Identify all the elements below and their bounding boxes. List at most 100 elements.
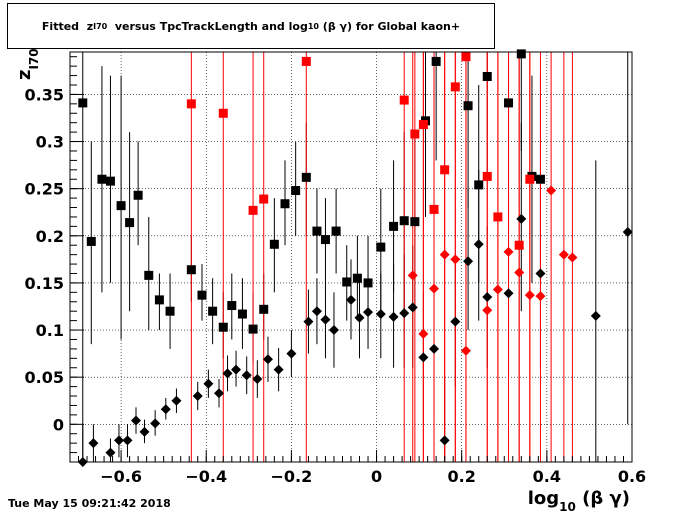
diamond-marker xyxy=(241,370,252,381)
data-markers xyxy=(77,49,633,467)
square-marker xyxy=(301,172,311,182)
diamond-marker xyxy=(492,284,503,295)
diamond-marker xyxy=(122,435,133,446)
square-marker xyxy=(116,201,126,211)
x-tick-label: −0.2 xyxy=(271,467,313,486)
square-marker xyxy=(259,304,269,314)
square-marker xyxy=(186,99,196,109)
timestamp: Tue May 15 09:21:42 2018 xyxy=(8,497,171,510)
square-marker xyxy=(376,242,386,252)
diamond-marker xyxy=(418,352,429,363)
diamond-marker xyxy=(320,314,331,325)
diamond-marker xyxy=(482,305,493,316)
square-marker xyxy=(342,277,352,287)
square-marker xyxy=(218,322,228,332)
y-tick-label: 0.15 xyxy=(25,274,64,293)
title-part: (β γ) for Global kaon+ xyxy=(318,19,461,33)
square-marker xyxy=(133,190,143,200)
square-marker xyxy=(218,108,228,118)
square-marker xyxy=(208,306,218,316)
square-marker xyxy=(97,174,107,184)
square-marker xyxy=(525,174,535,184)
diamond-marker xyxy=(558,249,569,260)
diamond-marker xyxy=(375,309,386,320)
square-marker xyxy=(165,306,175,316)
axis-ticks: −0.6 −0.4 −0.2 0 0.2 0.4 0.6 0 0.05 0.1 0.15 0.2 0.2… xyxy=(25,56,646,486)
square-marker xyxy=(410,129,420,139)
y-tick-label: 0.25 xyxy=(25,180,64,199)
diamond-marker xyxy=(514,267,525,278)
x-tick-label: −0.4 xyxy=(185,467,227,486)
x-tick-label: 0.4 xyxy=(533,467,561,486)
square-marker xyxy=(399,95,409,105)
diamond-marker xyxy=(113,435,124,446)
diamond-marker xyxy=(105,447,116,458)
diamond-marker xyxy=(252,374,263,385)
diamond-marker xyxy=(346,294,356,305)
diamond-marker xyxy=(567,252,578,263)
square-marker xyxy=(504,98,514,108)
square-marker xyxy=(352,273,362,283)
square-marker xyxy=(474,180,484,190)
square-marker xyxy=(248,205,258,215)
diamond-marker xyxy=(171,395,182,406)
diamond-marker xyxy=(150,418,161,429)
square-marker xyxy=(535,174,545,184)
square-marker xyxy=(461,52,471,62)
diamond-marker xyxy=(535,291,546,302)
square-marker xyxy=(227,301,237,311)
diamond-marker xyxy=(503,288,514,299)
square-marker xyxy=(440,165,450,175)
x-axis-label: log10 (β γ) xyxy=(528,488,630,514)
square-marker xyxy=(237,309,247,319)
diamond-marker xyxy=(482,292,493,303)
diamond-marker xyxy=(524,290,535,301)
square-marker xyxy=(269,239,279,249)
x-tick-label: −0.6 xyxy=(100,467,142,486)
diamond-marker xyxy=(328,325,339,336)
diamond-marker xyxy=(354,312,365,323)
square-marker xyxy=(248,324,258,334)
diamond-marker xyxy=(273,364,284,375)
y-tick-label: 0.3 xyxy=(36,133,64,152)
diamond-marker xyxy=(88,438,99,449)
square-marker xyxy=(197,290,207,300)
diamond-marker xyxy=(262,354,273,365)
diamond-marker xyxy=(429,343,440,354)
x-tick-label: 0 xyxy=(371,467,382,486)
square-marker xyxy=(410,217,420,227)
diamond-marker xyxy=(590,310,601,321)
y-tick-label: 0.2 xyxy=(36,227,64,246)
diamond-marker xyxy=(311,306,322,317)
diamond-marker xyxy=(203,378,214,389)
square-marker xyxy=(259,194,269,204)
square-marker xyxy=(301,56,311,66)
diamond-marker xyxy=(503,246,514,257)
diamond-marker xyxy=(222,368,233,379)
square-marker xyxy=(186,265,196,275)
square-marker xyxy=(144,270,154,280)
diamond-marker xyxy=(231,364,242,375)
title-subscript: I70 xyxy=(93,21,108,31)
diamond-marker xyxy=(460,345,471,356)
square-marker xyxy=(78,98,88,108)
square-marker xyxy=(418,120,428,130)
diamond-marker xyxy=(407,302,418,313)
diamond-marker xyxy=(363,307,374,318)
square-marker xyxy=(493,212,503,222)
diamond-marker xyxy=(192,391,203,402)
y-tick-label: 0.05 xyxy=(25,368,64,387)
square-marker xyxy=(291,186,301,196)
square-marker xyxy=(125,218,135,228)
diamond-marker xyxy=(450,316,461,327)
diamond-marker xyxy=(622,227,633,238)
square-marker xyxy=(363,278,373,288)
title-subscript: 10 xyxy=(307,21,319,31)
y-tick-label: 0.1 xyxy=(36,321,64,340)
diamond-marker xyxy=(516,213,527,224)
diamond-marker xyxy=(439,249,450,260)
diamond-marker xyxy=(463,256,474,267)
diamond-marker xyxy=(418,328,429,339)
diamond-marker xyxy=(160,404,171,415)
